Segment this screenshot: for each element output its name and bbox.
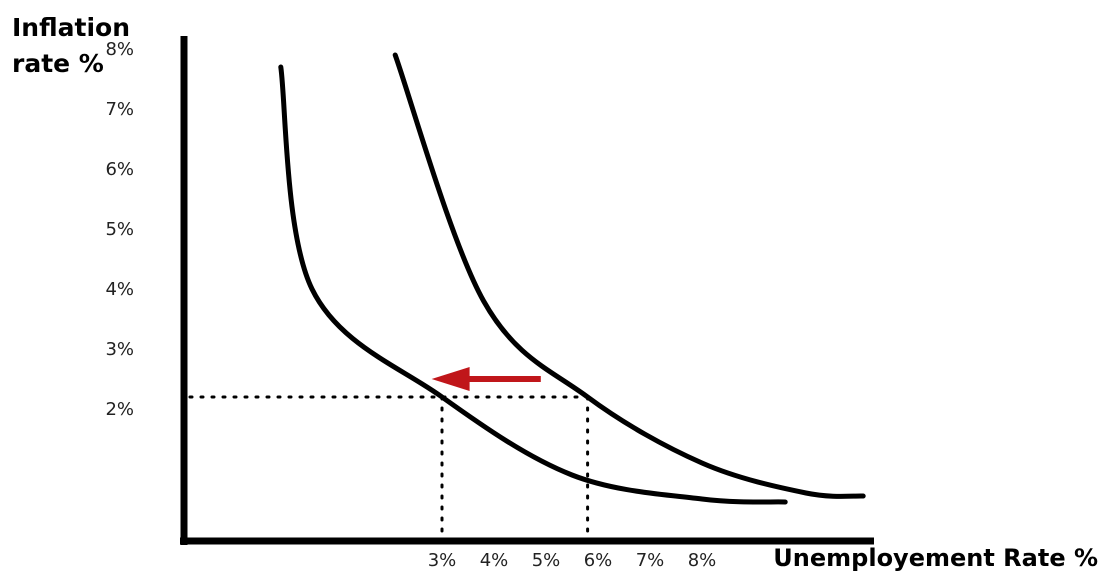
y-tick-label: 6%: [105, 159, 134, 180]
x-tick-label: 3%: [428, 550, 457, 571]
y-tick-label: 5%: [105, 219, 134, 240]
y-axis-title: Inflation rate %: [12, 13, 130, 78]
x-tick-label: 6%: [584, 550, 613, 571]
shift-arrow-layer: [431, 367, 541, 391]
x-tick-label: 4%: [480, 550, 509, 571]
shift-arrow-head: [431, 367, 470, 391]
curves: [278, 52, 866, 505]
axes: [180, 36, 874, 545]
x-tick-label: 7%: [636, 550, 665, 571]
x-axis-label: Unemployement Rate %: [773, 544, 1098, 571]
y-axis-title-line: Inflation: [12, 13, 130, 42]
curve-left: [278, 64, 788, 505]
reference-lines: [188, 395, 590, 538]
x-axis-ticks: 3% 4% 5% 6% 7% 8%: [428, 550, 717, 571]
y-tick-label: 2%: [105, 399, 134, 420]
y-tick-label: 8%: [105, 39, 134, 60]
y-tick-label: 4%: [105, 279, 134, 300]
x-tick-label: 5%: [532, 550, 561, 571]
y-tick-label: 3%: [105, 339, 134, 360]
y-axis-ticks: 8% 7% 6% 5% 4% 3% 2%: [105, 39, 134, 420]
y-axis-title-line: rate %: [12, 49, 104, 78]
x-tick-label: 8%: [688, 550, 717, 571]
y-tick-label: 7%: [105, 99, 134, 120]
curve-right: [392, 52, 866, 499]
